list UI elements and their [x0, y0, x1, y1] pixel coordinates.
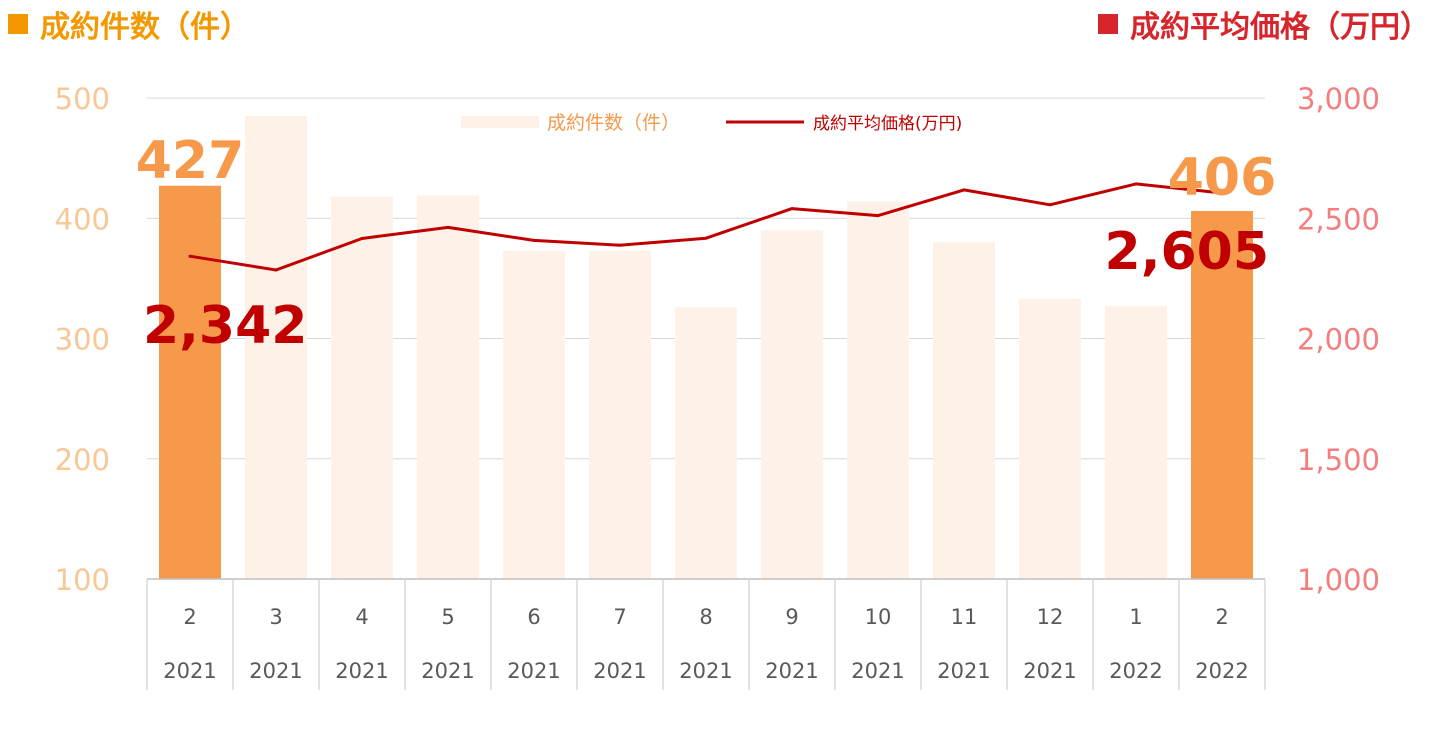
month-label: 12 [1037, 605, 1064, 629]
price-point [532, 238, 536, 242]
bar [159, 185, 221, 579]
left-axis-tick: 100 [55, 563, 110, 597]
orange-square-icon [8, 14, 28, 34]
price-point [1048, 203, 1052, 207]
month-label: 7 [613, 605, 626, 629]
month-label: 5 [441, 605, 454, 629]
right-axis-tick: 2,000 [1297, 323, 1380, 357]
left-axis-header-label: 成約件数（件） [40, 10, 250, 45]
first-price-label: 2,342 [143, 296, 307, 356]
legend-bar-swatch [461, 116, 539, 128]
bar [1191, 211, 1253, 579]
price-point [188, 254, 192, 258]
bar [331, 196, 393, 580]
year-label: 2021 [1023, 659, 1076, 683]
price-point [618, 243, 622, 247]
right-axis-tick: 1,000 [1297, 563, 1380, 597]
left-axis-tick: 400 [55, 202, 110, 236]
left-axis-header: 成約件数（件） [8, 2, 250, 46]
bar [1019, 298, 1081, 579]
bar [417, 195, 479, 579]
right-axis-header: 成約平均価格（万円） [1098, 2, 1430, 46]
bar [589, 250, 651, 579]
price-point [1220, 191, 1224, 195]
legend-line-label: 成約平均価格(万円) [813, 114, 962, 134]
price-point [446, 225, 450, 229]
year-label: 2022 [1195, 659, 1248, 683]
year-label: 2021 [421, 659, 474, 683]
year-label: 2021 [249, 659, 302, 683]
year-label: 2021 [163, 659, 216, 683]
right-axis-tick: 1,500 [1297, 443, 1380, 477]
bar [675, 307, 737, 579]
price-point [1134, 182, 1138, 186]
price-point [274, 268, 278, 272]
year-label: 2021 [851, 659, 904, 683]
year-label: 2022 [1109, 659, 1162, 683]
month-label: 1 [1129, 605, 1142, 629]
bar [503, 250, 565, 579]
last-price-label: 2,605 [1105, 222, 1269, 282]
red-square-icon [1098, 14, 1118, 34]
right-axis-tick: 3,000 [1297, 82, 1380, 116]
year-label: 2021 [765, 659, 818, 683]
left-axis-tick: 200 [55, 443, 110, 477]
month-label: 6 [527, 605, 540, 629]
right-axis-header-label: 成約平均価格（万円） [1130, 10, 1430, 45]
year-label: 2021 [507, 659, 560, 683]
bar [761, 230, 823, 579]
last-count-label: 406 [1168, 148, 1277, 208]
month-label: 3 [269, 605, 282, 629]
month-label: 8 [699, 605, 712, 629]
left-axis-tick: 300 [55, 323, 110, 357]
first-count-label: 427 [136, 131, 245, 191]
legend-bar-label: 成約件数（件） [547, 112, 680, 134]
month-label: 4 [355, 605, 368, 629]
price-point [360, 236, 364, 240]
price-point [790, 207, 794, 211]
year-label: 2021 [679, 659, 732, 683]
year-label: 2021 [335, 659, 388, 683]
year-label: 2021 [593, 659, 646, 683]
left-axis-tick: 500 [55, 82, 110, 116]
month-label: 2 [1215, 605, 1228, 629]
bar [847, 201, 909, 580]
price-point [704, 236, 708, 240]
year-label: 2021 [937, 659, 990, 683]
month-label: 11 [951, 605, 978, 629]
bar [933, 242, 995, 580]
price-point [876, 214, 880, 218]
bar [245, 116, 307, 579]
bar [1105, 306, 1167, 579]
month-label: 10 [865, 605, 892, 629]
month-label: 9 [785, 605, 798, 629]
month-label: 2 [183, 605, 196, 629]
right-axis-tick: 2,500 [1297, 202, 1380, 236]
price-point [962, 188, 966, 192]
